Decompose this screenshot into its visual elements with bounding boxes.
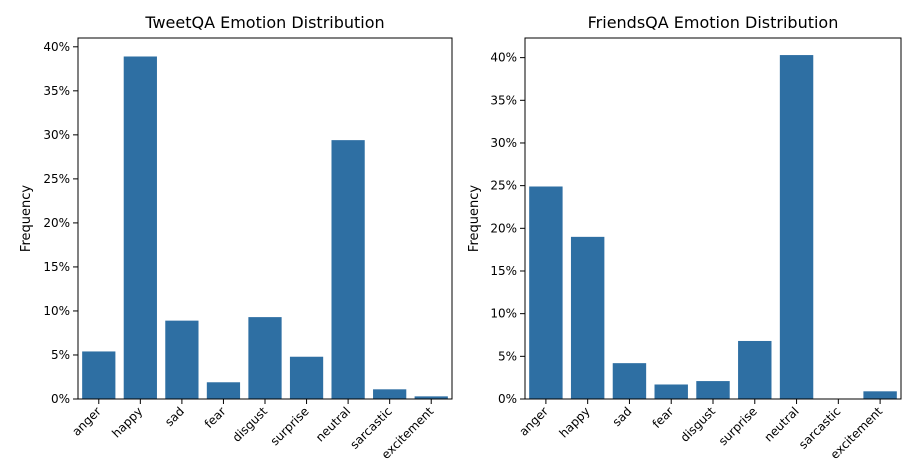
y-tick-label: 35% (490, 93, 517, 107)
bar-surprise (289, 356, 324, 399)
x-tick-label: neutral (761, 404, 801, 444)
bar-excitement (863, 391, 897, 399)
x-tick-label: anger (516, 404, 551, 439)
y-tick-label: 5% (498, 349, 517, 363)
bar-surprise (738, 340, 772, 399)
bar-anger (82, 351, 116, 399)
x-tick-label: happy (557, 404, 593, 440)
chart-title: FriendsQA Emotion Distribution (588, 13, 839, 32)
y-axis-label: Frequency (467, 185, 482, 252)
y-tick-label: 10% (490, 307, 517, 321)
bar-fear (654, 384, 688, 399)
chart-panel-1: TweetQA Emotion Distribution Frequency 0% 5… (19, 13, 453, 462)
y-tick-label: 15% (43, 260, 70, 274)
bar-happy (123, 56, 157, 400)
chart-panel-2: FriendsQA Emotion Distribution Frequency 0… (467, 13, 902, 462)
bar-neutral (779, 55, 814, 400)
bar-neutral (331, 140, 365, 399)
y-tick-label: 25% (490, 179, 517, 193)
bar-happy (570, 236, 605, 399)
x-tick-label: fear (202, 404, 229, 431)
y-tick-label: 35% (43, 84, 70, 98)
x-tick-label: sad (162, 404, 187, 429)
bar-sad (165, 320, 199, 399)
bar-sad (612, 363, 647, 399)
bar-fear (206, 382, 241, 399)
bar-disgust (248, 317, 282, 399)
y-tick-label: 30% (43, 128, 70, 142)
x-tick-label: sad (610, 404, 635, 429)
bar-sarcastic (373, 389, 407, 399)
x-tick-label: neutral (313, 404, 353, 444)
y-tick-label: 0% (51, 392, 70, 406)
y-tick-label: 40% (43, 40, 70, 54)
y-axis-label: Frequency (19, 185, 34, 252)
x-tick-label: surprise (268, 404, 312, 448)
plot-frame (77, 37, 453, 400)
y-tick-label: 25% (43, 172, 70, 186)
y-tick-label: 0% (498, 392, 517, 406)
y-tick-label: 5% (51, 348, 70, 362)
plot-frame (524, 37, 902, 400)
y-tick-label: 40% (490, 51, 517, 65)
bar-anger (529, 186, 563, 399)
x-tick-label: fear (650, 404, 677, 431)
bar-disgust (696, 381, 730, 399)
x-tick-label: surprise (716, 404, 760, 448)
y-tick-label: 10% (43, 304, 70, 318)
y-tick-label: 30% (490, 136, 517, 150)
chart-title: TweetQA Emotion Distribution (144, 13, 384, 32)
y-tick-label: 15% (490, 264, 517, 278)
x-tick-label: anger (69, 404, 104, 439)
y-tick-label: 20% (43, 216, 70, 230)
x-tick-label: disgust (230, 404, 271, 445)
x-tick-label: happy (109, 404, 145, 440)
bar-excitement (414, 396, 448, 399)
y-tick-label: 20% (490, 221, 517, 235)
x-tick-label: disgust (678, 404, 719, 445)
